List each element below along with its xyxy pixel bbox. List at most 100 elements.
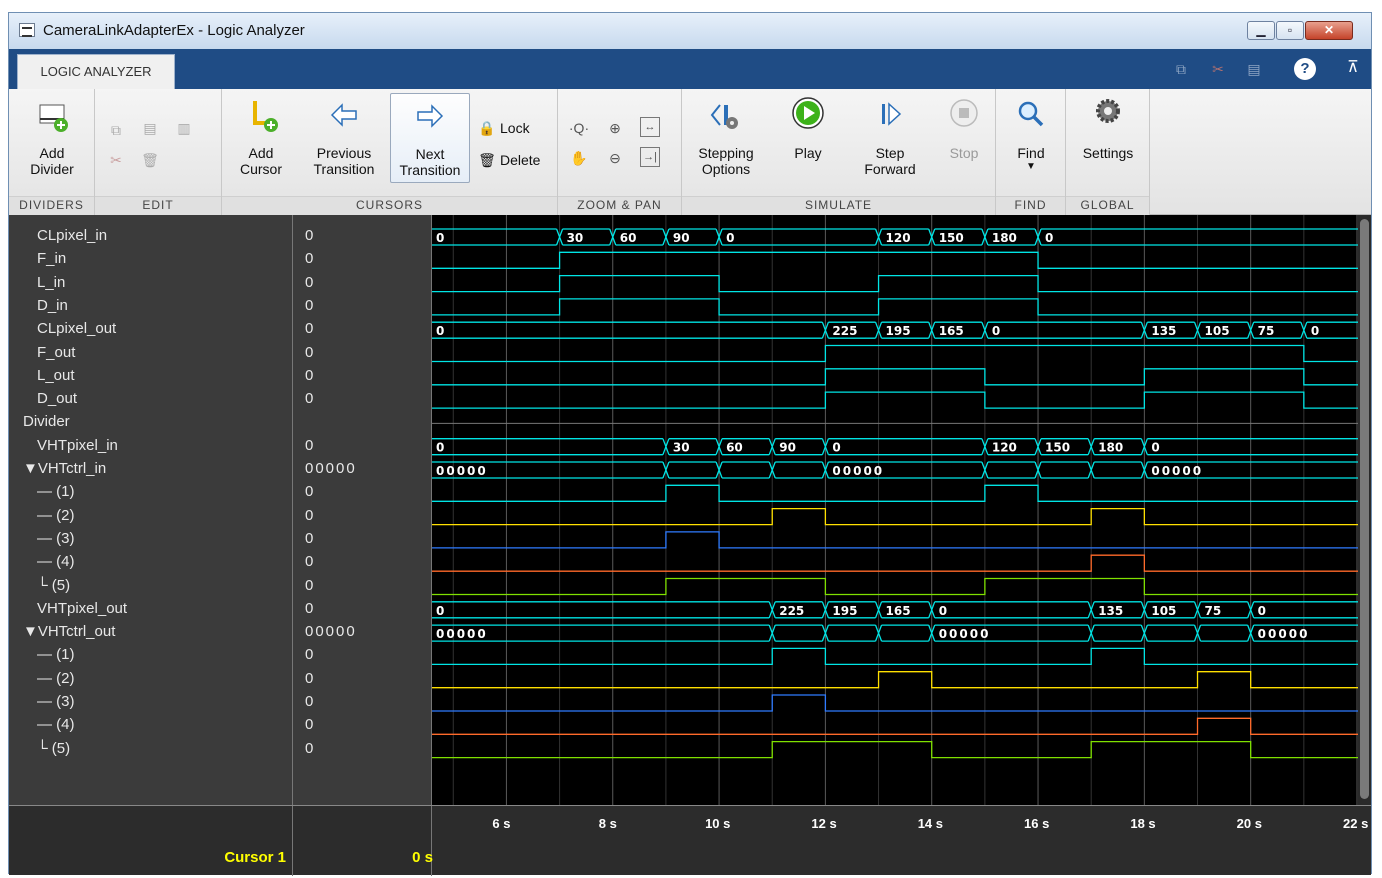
signal-name[interactable]: └ (5)	[37, 576, 71, 594]
find-button[interactable]: Find ▼	[1002, 95, 1060, 173]
signal-name[interactable]: Divider	[23, 413, 70, 431]
bit-waveform	[432, 694, 1358, 712]
bus-waveform-segment	[668, 438, 723, 456]
zoom-out-icon[interactable]: ⊖	[609, 150, 621, 166]
signal-name[interactable]: — (4)	[37, 553, 75, 571]
delete-icon[interactable]: 🗑	[141, 152, 159, 168]
bus-value-label: 0	[1258, 604, 1266, 618]
stepping-options-label: Stepping Options	[698, 145, 754, 177]
section-simulate: Stepping Options Play Step Forward Stop	[682, 89, 996, 215]
minimize-button[interactable]: ▁	[1247, 21, 1275, 40]
signal-name[interactable]: — (1)	[37, 646, 75, 664]
lock-button[interactable]: 🔒 Lock	[478, 117, 529, 139]
bus-waveform-segment	[668, 228, 723, 246]
bus-value-label: 165	[886, 604, 911, 618]
bit-waveform	[432, 298, 1358, 316]
collapse-toolstrip-icon[interactable]: ⊼	[1347, 59, 1359, 76]
bus-value-label: 0	[436, 441, 444, 455]
gear-icon	[1088, 95, 1128, 139]
time-tick-label: 16 s	[1024, 816, 1050, 831]
bus-value-label: 120	[886, 231, 911, 245]
fit-to-view-icon[interactable]: ↔	[640, 117, 660, 137]
delete-cursor-button[interactable]: 🗑 Delete	[478, 149, 540, 171]
copy-icon[interactable]: ⧉	[1176, 61, 1186, 77]
copy-icon[interactable]: ⧉	[111, 122, 121, 138]
add-divider-icon	[32, 95, 72, 139]
signal-name[interactable]: CLpixel_out	[37, 320, 117, 338]
waveform-plot[interactable]: 0 30 60 90 0 120 150 180 0 0 225 195 165 0 135 105 75 0 0 3…	[432, 215, 1358, 805]
close-button[interactable]: ✕	[1305, 21, 1353, 40]
zoom-to-cursor-icon[interactable]: →|	[640, 147, 660, 167]
bus-waveform-segment	[828, 321, 883, 339]
signal-name[interactable]: D_out	[37, 390, 78, 408]
signal-name[interactable]: — (3)	[37, 529, 75, 547]
zoom-in-time-icon[interactable]: ·Q·	[568, 120, 590, 136]
bus-value-label: 195	[832, 604, 857, 618]
scrollbar-thumb[interactable]	[1360, 219, 1369, 799]
signal-name[interactable]: VHTpixel_in	[37, 436, 118, 454]
find-section-label: FIND	[996, 196, 1065, 215]
cut-icon[interactable]: ✂	[110, 152, 122, 168]
paste-special-icon[interactable]: ▥	[177, 120, 191, 136]
help-icon[interactable]: ?	[1294, 58, 1316, 80]
bus-waveform-segment	[1253, 601, 1358, 619]
add-divider-button[interactable]: Add Divider	[17, 95, 87, 177]
cursor-name[interactable]: Cursor 1	[224, 849, 286, 866]
stop-button[interactable]: Stop	[934, 95, 994, 161]
cut-icon[interactable]: ✂	[1212, 61, 1224, 77]
bus-value-label: 180	[992, 231, 1017, 245]
signal-value: 0	[305, 646, 314, 664]
paste-icon[interactable]: ▤	[1247, 61, 1261, 77]
signal-name[interactable]: CLpixel_in	[37, 227, 108, 244]
signal-name[interactable]: F_in	[37, 250, 67, 268]
signal-name[interactable]: — (2)	[37, 506, 75, 524]
bus-waveform-segment	[432, 461, 670, 479]
add-cursor-button[interactable]: Add Cursor	[228, 95, 294, 177]
stepping-options-icon	[706, 95, 746, 139]
bit-waveform	[432, 344, 1358, 363]
zoom-pan-section-label: ZOOM & PAN	[558, 196, 681, 215]
signal-value: 0	[305, 320, 314, 338]
play-button[interactable]: Play	[772, 95, 844, 161]
next-transition-button[interactable]: Next Transition	[390, 93, 470, 183]
paste-icon[interactable]: ▤	[143, 120, 157, 136]
bus-value-label: 0	[939, 604, 947, 618]
signal-name[interactable]: VHTpixel_out	[37, 599, 128, 617]
waveform-area: CLpixel_in F_in L_in D_in CLpixel_out F_out L_…	[9, 215, 1371, 876]
find-label: Find	[1017, 145, 1045, 161]
zoom-in-icon[interactable]: ⊕	[609, 120, 621, 136]
signal-name[interactable]: F_out	[37, 343, 76, 361]
bit-waveform	[432, 391, 1358, 409]
signal-name[interactable]: — (3)	[37, 693, 75, 710]
bus-waveform-segment	[1200, 601, 1255, 619]
maximize-button[interactable]: ▫	[1276, 21, 1304, 40]
bus-waveform-segment	[987, 321, 1148, 339]
signal-name[interactable]: — (1)	[37, 483, 75, 501]
signal-name[interactable]: ▼VHTctrl_out	[23, 623, 116, 641]
signal-name[interactable]: — (4)	[37, 716, 75, 734]
stepping-options-button[interactable]: Stepping Options	[686, 95, 766, 177]
vertical-scrollbar[interactable]	[1358, 215, 1371, 805]
bit-waveform	[432, 647, 1358, 666]
delete-icon: 🗑	[478, 152, 496, 168]
pan-icon[interactable]: ✋	[570, 150, 588, 166]
step-forward-button[interactable]: Step Forward	[850, 95, 930, 177]
tab-logic-analyzer[interactable]: LOGIC ANALYZER	[17, 54, 175, 89]
bus-waveform-segment	[934, 321, 989, 339]
bus-value-label: 00000	[1258, 627, 1310, 641]
section-cursors: Add Cursor Previous Transition Next Tran…	[222, 89, 558, 215]
previous-transition-button[interactable]: Previous Transition	[300, 95, 388, 177]
signal-name[interactable]: D_in	[37, 296, 68, 314]
settings-button[interactable]: Settings	[1072, 95, 1144, 161]
bus-value-label: 105	[1151, 604, 1176, 618]
signal-name[interactable]: ▼VHTctrl_in	[23, 460, 107, 477]
bus-waveform-segment	[1147, 601, 1202, 619]
signal-name[interactable]: — (2)	[37, 669, 75, 687]
edit-section-label: EDIT	[95, 196, 221, 215]
signal-name[interactable]: L_out	[37, 366, 75, 384]
signal-name[interactable]: └ (5)	[37, 739, 71, 757]
signal-name[interactable]: L_in	[37, 273, 66, 291]
bus-value-label: 75	[1205, 604, 1222, 618]
bus-waveform-segment	[1200, 321, 1255, 339]
bus-waveform-segment	[432, 601, 776, 619]
